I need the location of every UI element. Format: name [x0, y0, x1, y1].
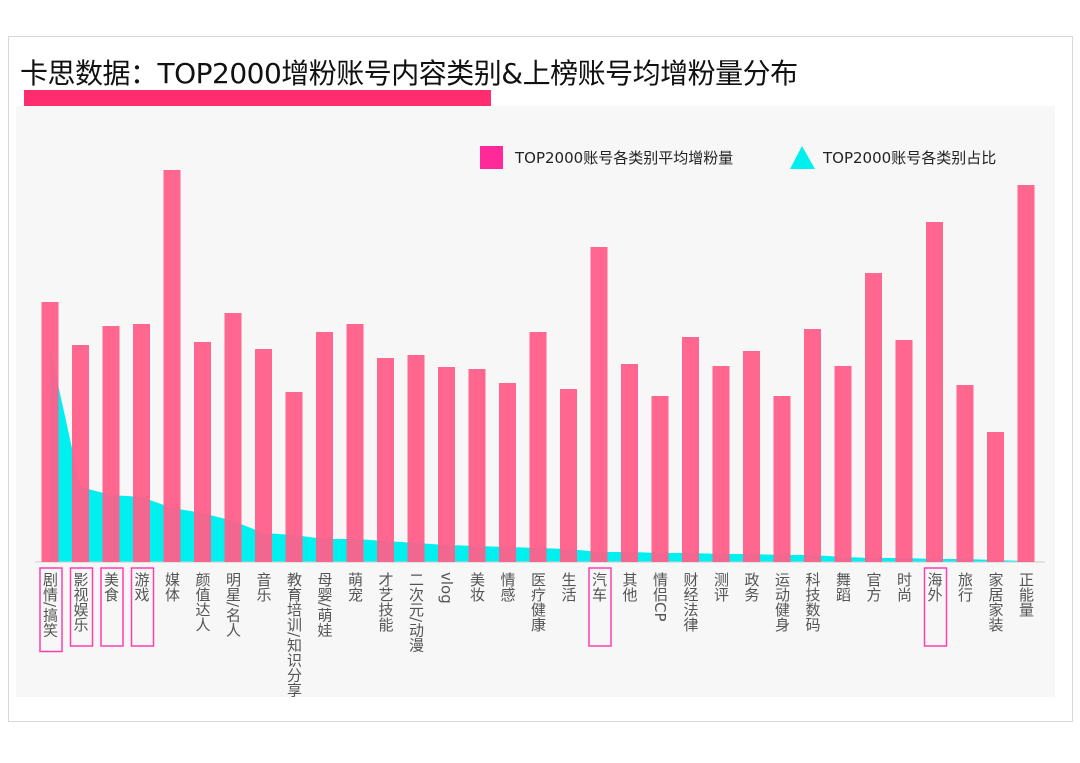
x-tick-label: 情感	[499, 572, 517, 602]
x-tick-label: 生活	[560, 572, 578, 602]
bar-4	[163, 170, 181, 562]
chart-frame	[8, 36, 1073, 722]
highlight-box	[588, 567, 612, 647]
bar-11	[377, 358, 394, 562]
bar-0	[41, 302, 59, 562]
x-tick-label: 游戏	[133, 572, 151, 603]
bar-17	[560, 389, 577, 562]
legend-area-swatch	[790, 146, 815, 169]
x-tick-label: 旅行	[956, 572, 974, 603]
x-tick-label: 明星/名人	[224, 572, 242, 637]
x-tick-label: 海外	[926, 572, 944, 602]
x-tick-label: 财经法律	[682, 572, 700, 632]
legend-bar-label: TOP2000账号各类别平均增粉量	[514, 149, 733, 167]
x-tick-label: 颜值达人	[194, 572, 212, 632]
highlight-box	[923, 567, 948, 647]
x-tick-label: vlog	[438, 572, 456, 604]
x-tick-label: 美食	[102, 572, 120, 602]
bar-27	[865, 273, 882, 562]
highlight-box	[130, 567, 155, 647]
x-tick-label: 情侣CP	[651, 572, 669, 622]
bar-7	[255, 349, 272, 562]
bar-14	[468, 369, 486, 562]
bar-15	[499, 383, 516, 562]
bar-20	[651, 396, 669, 562]
title-underline	[24, 90, 491, 106]
x-tick-label: 官方	[865, 572, 883, 603]
bar-18	[590, 247, 608, 562]
bar-29	[926, 222, 943, 562]
x-tick-label: 二次元/动漫	[407, 572, 425, 652]
bar-25	[804, 329, 821, 562]
x-tick-label: 科技数码	[804, 572, 822, 632]
x-tick-label: 时尚	[895, 572, 913, 603]
legend-area-label: TOP2000账号各类别占比	[822, 149, 996, 167]
x-tick-label: 美妆	[468, 572, 486, 602]
x-tick-label: 运动健身	[773, 572, 791, 633]
bar-23	[743, 351, 760, 562]
x-tick-label: 教育培训/知识分享	[285, 572, 303, 697]
legend: TOP2000账号各类别平均增粉量 TOP2000账号各类别占比	[480, 146, 996, 169]
highlight-box	[100, 567, 124, 647]
legend-bar-swatch	[480, 146, 503, 169]
bar-19	[621, 364, 638, 562]
x-tick-label: 媒体	[163, 572, 181, 602]
x-tick-label: 剧情/搞笑	[41, 572, 59, 637]
x-tick-label: 正能量	[1017, 572, 1035, 617]
bar-8	[285, 392, 303, 562]
bar-24	[773, 396, 791, 562]
bar-6	[224, 313, 242, 562]
bar-3	[133, 324, 150, 562]
x-tick-label: 其他	[621, 572, 639, 603]
bar-2	[102, 326, 120, 562]
x-tick-label: 汽车	[590, 572, 608, 602]
x-tick-label: 音乐	[255, 572, 273, 602]
highlight-box	[69, 567, 94, 647]
x-tick-label: 测评	[712, 572, 730, 602]
x-tick-label: 才艺技能	[377, 572, 395, 633]
x-tick-label: 家居家装	[987, 572, 1005, 632]
bar-21	[682, 337, 699, 562]
x-tick-label: 舞蹈	[834, 572, 852, 602]
x-tick-label: 医疗健康	[529, 572, 547, 632]
bar-28	[895, 340, 913, 562]
bar-22	[712, 366, 730, 562]
x-tick-label: 萌宠	[346, 572, 364, 602]
bar-32	[1017, 185, 1035, 562]
bar-30	[956, 385, 974, 562]
bar-26	[834, 366, 852, 562]
bar-31	[987, 432, 1004, 562]
x-tick-label: 母婴/萌娃	[316, 572, 334, 637]
bar-1	[72, 345, 89, 562]
bar-10	[346, 324, 364, 562]
bar-13	[438, 367, 455, 562]
chart-title: 卡思数据：TOP2000增粉账号内容类别&上榜账号均增粉量分布	[20, 57, 798, 90]
bar-12	[407, 355, 425, 562]
x-tick-label: 影视娱乐	[72, 572, 90, 632]
bar-16	[529, 332, 547, 562]
bar-9	[316, 332, 333, 562]
bar-5	[194, 342, 211, 562]
x-tick-label: 政务	[743, 572, 761, 603]
highlight-box	[39, 567, 63, 653]
